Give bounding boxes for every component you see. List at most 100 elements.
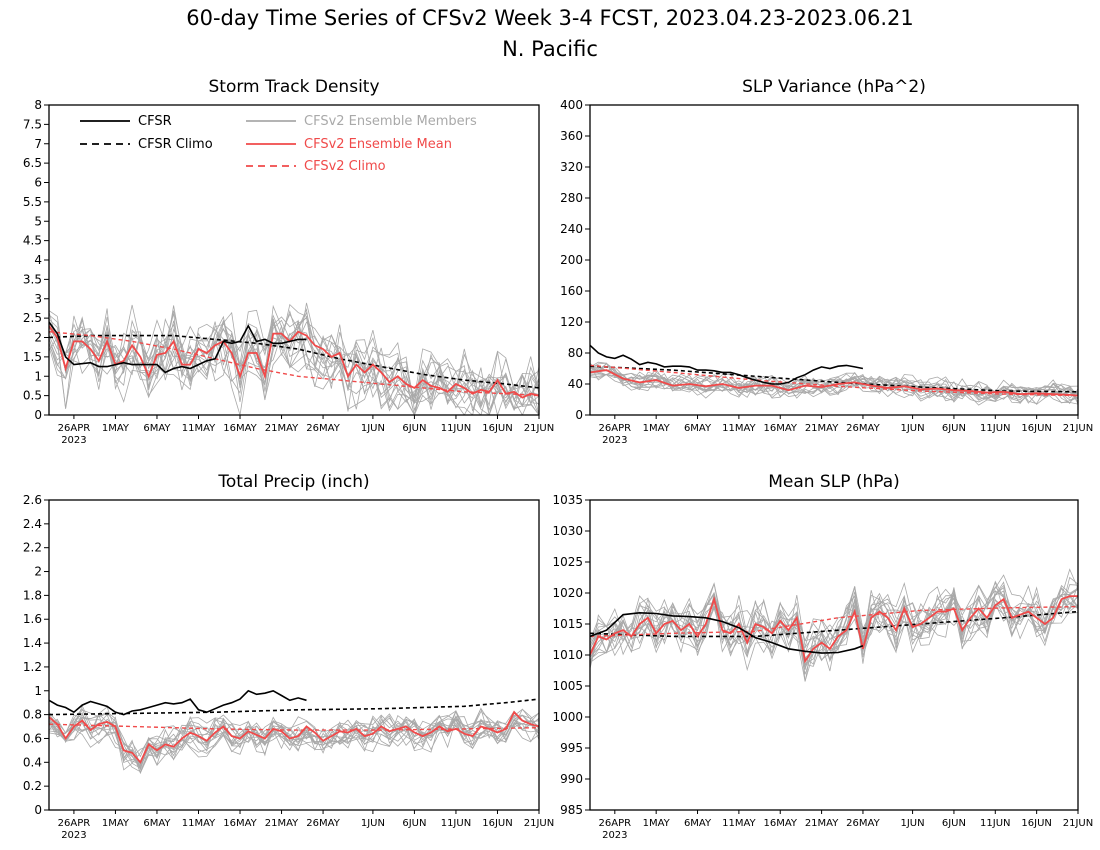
series-cfsv2-climo (590, 605, 1078, 638)
x-tick-label: 21MAY (805, 818, 839, 829)
x-tick-label: 21MAY (265, 423, 299, 434)
y-tick-label: 0.5 (23, 389, 42, 403)
y-tick-label: 2 (34, 565, 42, 579)
ensemble-member-line (590, 586, 1078, 660)
x-tick-label: 6MAY (143, 423, 171, 434)
x-tick-label: 26MAY (846, 423, 880, 434)
ensemble-member-line (590, 584, 1078, 663)
series-cfsv2-climo (590, 364, 1078, 397)
panels: Storm Track Density 0 0.5 1 1.5 2 2.5 3 3.5 4 4.5 5… (23, 77, 1093, 841)
plot-frame (589, 499, 1079, 811)
x-tick-label: 16JUN (482, 423, 512, 434)
x-tick-label: 21JUN (524, 423, 554, 434)
panel-title: Mean SLP (hPa) (768, 472, 900, 492)
y-tick-label: 5 (34, 214, 42, 228)
panel-title: Storm Track Density (208, 77, 379, 97)
y-tick-label: 3.5 (23, 272, 42, 286)
x-tick-label: 21MAY (805, 423, 839, 434)
ensemble-member-line (49, 302, 539, 415)
x-tick-label: 11JUN (980, 423, 1010, 434)
y-tick-label: 1.6 (23, 612, 42, 626)
legend-label: CFSR (138, 114, 172, 129)
x-tick-label: 1JUN (901, 423, 925, 434)
y-tick-label: 6.5 (23, 156, 42, 170)
legend-label: CFSR Climo (138, 137, 213, 152)
y-tick-label: 0 (34, 408, 42, 422)
ensemble-member-line (49, 308, 539, 410)
y-tick-label: 1000 (552, 710, 583, 724)
y-tick-label: 1.4 (23, 636, 42, 650)
panel-2: SLP Variance (hPa^2) 0 40 80 120 160 200 240 280… (560, 77, 1093, 446)
ensemble-member-line (49, 708, 539, 773)
y-tick-label: 0.6 (23, 731, 42, 745)
y-tick-label: 200 (560, 253, 583, 267)
y-tick-label: 2.2 (23, 541, 42, 555)
ensemble-member-line (49, 311, 539, 415)
x-tick-label: 26APR (599, 423, 632, 434)
x-tick-label: 6MAY (684, 423, 712, 434)
series-cfsr (49, 689, 307, 716)
x-tick-year: 2023 (602, 435, 627, 446)
x-tick-label: 6MAY (684, 818, 712, 829)
y-tick-label: 1020 (552, 586, 583, 600)
y-tick-label: 0.4 (23, 755, 42, 769)
series-cfsr-climo (590, 610, 1078, 638)
y-tick-label: 1.5 (23, 350, 42, 364)
ensemble-member-line (590, 362, 1078, 405)
y-tick-label: 1030 (552, 524, 583, 538)
x-tick-label: 1MAY (643, 818, 671, 829)
series-cfsr (49, 321, 307, 374)
ensemble-member-line (49, 313, 539, 415)
y-tick-label: 0.8 (23, 708, 42, 722)
x-tick-label: 16JUN (1021, 423, 1051, 434)
x-tick-label: 16MAY (223, 423, 257, 434)
x-tick-label: 6JUN (402, 423, 426, 434)
series-cfsv2-climo (49, 331, 539, 397)
x-tick-label: 16MAY (223, 818, 257, 829)
y-tick-label: 5.5 (23, 195, 42, 209)
panel-1: Storm Track Density 0 0.5 1 1.5 2 2.5 3 3.5 4 4.5 5… (23, 77, 554, 446)
y-tick-label: 80 (568, 346, 583, 360)
y-tick-label: 4.5 (23, 234, 42, 248)
panel-3: Total Precip (inch) 0 0.2 0.4 0.6 0.8 1 1.2 1.4 1… (23, 472, 554, 841)
y-tick-label: 1 (34, 684, 42, 698)
ensemble-member-line (49, 304, 539, 415)
y-tick-label: 280 (560, 191, 583, 205)
y-tick-label: 120 (560, 315, 583, 329)
y-tick-label: 400 (560, 98, 583, 112)
y-tick-label: 360 (560, 129, 583, 143)
y-tick-label: 990 (560, 772, 583, 786)
legend-label: CFSv2 Ensemble Members (304, 114, 477, 129)
x-tick-label: 1JUN (361, 818, 385, 829)
panel-title: SLP Variance (hPa^2) (742, 77, 926, 97)
y-tick-label: 2.4 (23, 517, 42, 531)
y-tick-label: 3 (34, 292, 42, 306)
x-tick-year: 2023 (61, 435, 86, 446)
y-tick-label: 160 (560, 284, 583, 298)
series-cfsv2-ensemble-mean (49, 710, 539, 764)
x-tick-label: 16MAY (763, 423, 797, 434)
y-tick-label: 1 (34, 369, 42, 383)
ensemble-member-line (590, 582, 1078, 675)
x-tick-label: 16JUN (1021, 818, 1051, 829)
ensemble-member-line (49, 712, 539, 764)
x-tick-year: 2023 (602, 830, 627, 841)
x-tick-label: 6JUN (402, 818, 426, 829)
x-tick-label: 11JUN (980, 818, 1010, 829)
y-tick-label: 1.2 (23, 660, 42, 674)
y-tick-label: 1035 (552, 493, 583, 507)
figure-title: 60-day Time Series of CFSv2 Week 3-4 FCS… (186, 6, 914, 30)
x-tick-label: 1MAY (102, 818, 130, 829)
y-tick-label: 2 (34, 331, 42, 345)
series-cfsr (590, 611, 864, 654)
x-tick-label: 11JUN (441, 818, 471, 829)
x-tick-label: 11MAY (182, 818, 216, 829)
x-tick-label: 1MAY (643, 423, 671, 434)
x-tick-label: 26MAY (846, 818, 880, 829)
ensemble-member-line (49, 315, 539, 411)
x-tick-label: 26MAY (306, 818, 340, 829)
ensemble-member-line (49, 309, 539, 412)
x-tick-label: 26MAY (306, 423, 340, 434)
y-tick-label: 240 (560, 222, 583, 236)
